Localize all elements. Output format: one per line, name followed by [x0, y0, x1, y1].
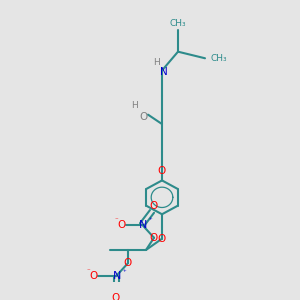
- Text: ⁻: ⁻: [114, 217, 118, 223]
- Text: ⁺: ⁺: [122, 269, 126, 275]
- Text: O: O: [124, 258, 132, 268]
- Text: O: O: [150, 233, 158, 243]
- Text: O: O: [140, 112, 148, 122]
- Text: O: O: [149, 201, 157, 211]
- Text: O: O: [118, 220, 126, 230]
- Text: ⁻: ⁻: [86, 268, 90, 274]
- Text: N: N: [113, 271, 121, 281]
- Text: N: N: [160, 68, 168, 77]
- Text: N: N: [139, 220, 147, 230]
- Text: O: O: [158, 166, 166, 176]
- Text: H: H: [154, 58, 160, 68]
- Text: CH₃: CH₃: [170, 19, 186, 28]
- Text: H: H: [132, 101, 138, 110]
- Text: O: O: [158, 234, 166, 244]
- Text: O: O: [90, 271, 98, 281]
- Text: O: O: [112, 293, 120, 300]
- Text: CH₃: CH₃: [211, 54, 227, 63]
- Text: ⁺: ⁺: [148, 218, 152, 224]
